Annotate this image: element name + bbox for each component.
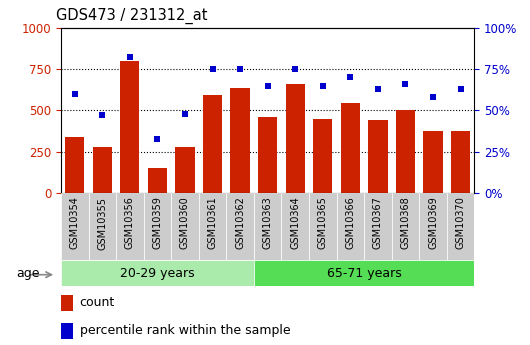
Bar [61, 260, 254, 286]
Text: GSM10364: GSM10364 [290, 197, 300, 249]
Bar [199, 193, 226, 260]
Bar [286, 84, 305, 193]
Text: GSM10363: GSM10363 [263, 197, 272, 249]
Bar [392, 193, 419, 260]
Text: GSM10361: GSM10361 [208, 197, 217, 249]
Bar [364, 193, 392, 260]
Point [263, 83, 272, 88]
Bar [281, 193, 309, 260]
Bar [368, 119, 387, 193]
Bar [89, 193, 116, 260]
Bar [171, 193, 199, 260]
Bar [396, 110, 415, 193]
Text: GSM10360: GSM10360 [180, 197, 190, 249]
Text: GSM10366: GSM10366 [346, 197, 355, 249]
Text: GSM10368: GSM10368 [401, 197, 410, 249]
Point [374, 86, 382, 92]
Bar [226, 193, 254, 260]
Point [291, 66, 299, 72]
Point [429, 95, 437, 100]
Point [208, 66, 217, 72]
Point [401, 81, 410, 87]
Bar [175, 147, 195, 193]
Text: percentile rank within the sample: percentile rank within the sample [80, 324, 290, 337]
Bar [61, 193, 89, 260]
Point [98, 112, 107, 118]
Point [153, 136, 162, 141]
Text: GSM10354: GSM10354 [70, 197, 80, 249]
Point [181, 111, 189, 117]
Bar [451, 131, 470, 193]
Text: GSM10356: GSM10356 [125, 197, 135, 249]
Bar [203, 96, 222, 193]
Bar [65, 137, 84, 193]
Bar [447, 193, 474, 260]
Bar [116, 193, 144, 260]
Bar [144, 193, 171, 260]
Text: GSM10370: GSM10370 [456, 197, 465, 249]
Bar [254, 260, 474, 286]
Text: 65-71 years: 65-71 years [326, 267, 402, 280]
Bar [309, 193, 337, 260]
Text: GSM10355: GSM10355 [98, 197, 107, 249]
Bar [148, 168, 167, 193]
Bar [423, 131, 443, 193]
Bar [313, 119, 332, 193]
Text: GSM10359: GSM10359 [153, 197, 162, 249]
Point [236, 66, 244, 72]
Text: count: count [80, 296, 115, 309]
Bar [120, 61, 139, 193]
Point [456, 86, 465, 92]
Bar [254, 193, 281, 260]
Text: GSM10365: GSM10365 [318, 197, 328, 249]
Text: GSM10369: GSM10369 [428, 197, 438, 249]
Bar [93, 147, 112, 193]
Point [126, 55, 134, 60]
Bar [231, 88, 250, 193]
Point [319, 83, 327, 88]
Text: GSM10367: GSM10367 [373, 197, 383, 249]
Bar [341, 103, 360, 193]
Point [70, 91, 79, 97]
Bar [337, 193, 364, 260]
Text: 20-29 years: 20-29 years [120, 267, 195, 280]
Point [346, 75, 355, 80]
Bar [61, 323, 73, 339]
Text: age: age [16, 267, 39, 280]
Text: GSM10362: GSM10362 [235, 197, 245, 249]
Text: GDS473 / 231312_at: GDS473 / 231312_at [56, 8, 207, 24]
Bar [61, 295, 73, 311]
Bar [419, 193, 447, 260]
Bar [258, 117, 277, 193]
